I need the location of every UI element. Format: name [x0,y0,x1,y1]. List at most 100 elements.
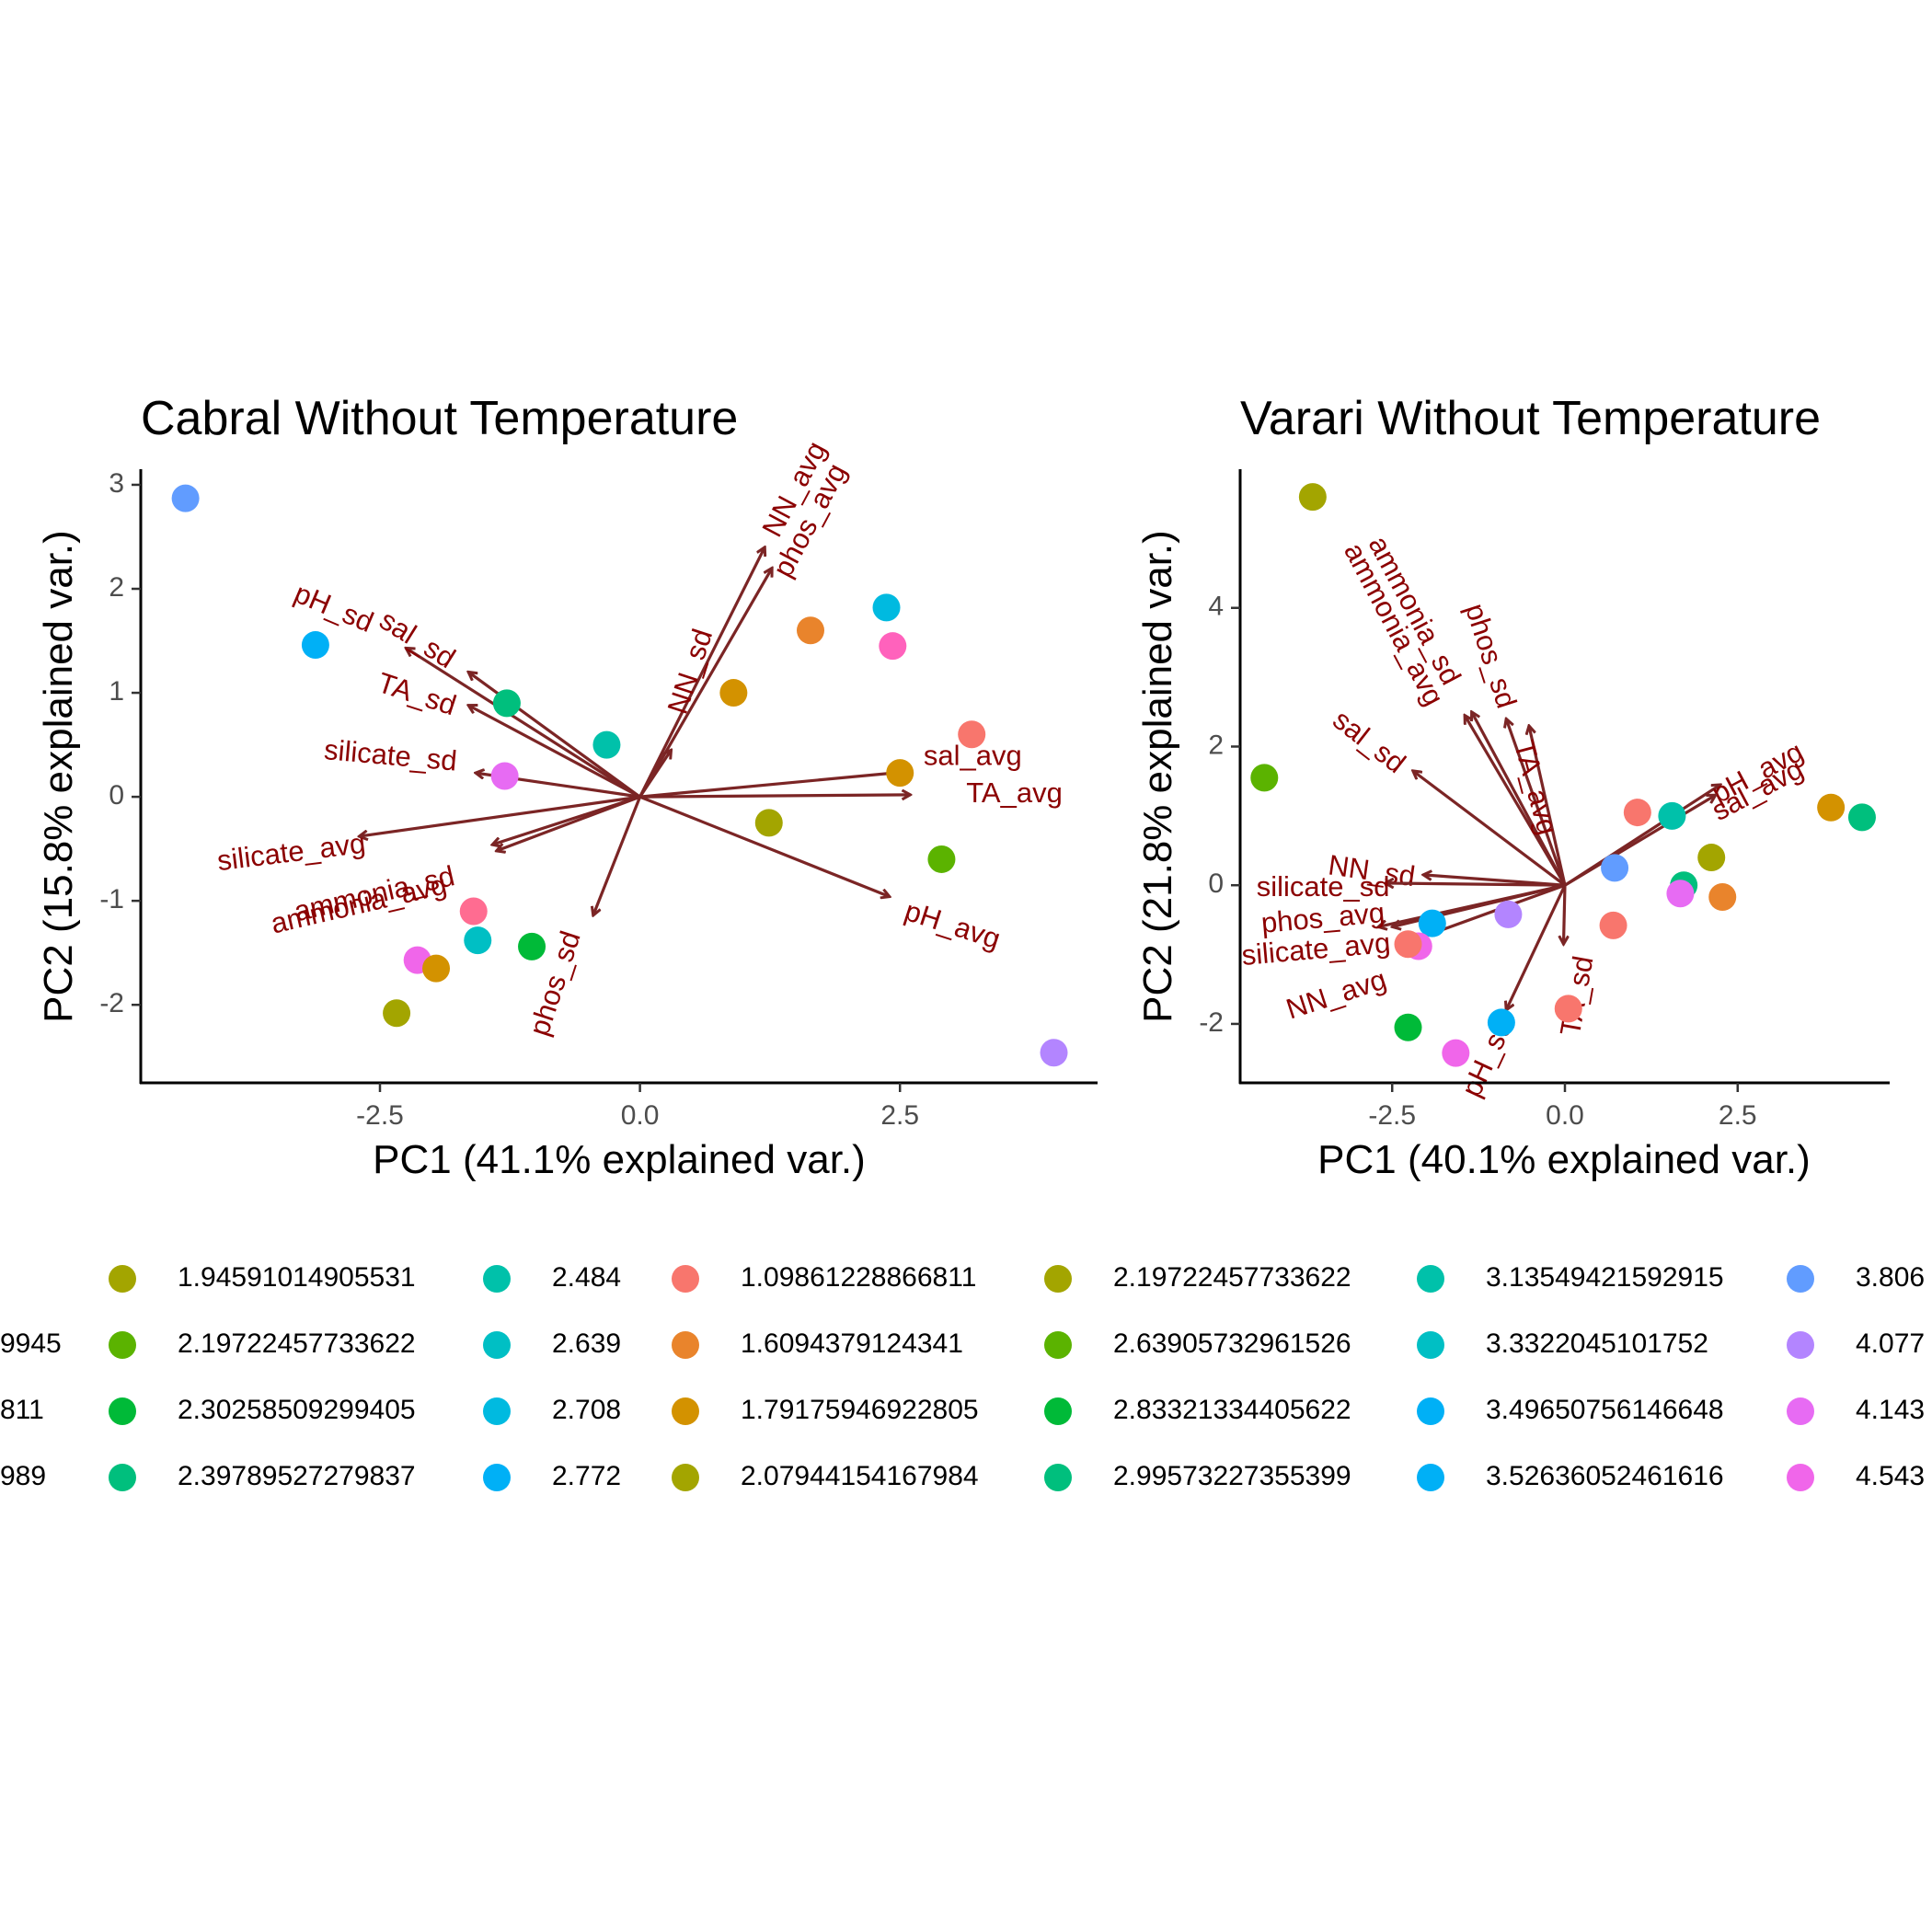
varari-data-point [1623,799,1651,827]
cabral-data-point [879,632,907,661]
varari-loading-label: phos_sd [1459,600,1524,712]
cabral-x-axis-label: PC1 (41.1% explained var.) [373,1137,866,1182]
legend-key [483,1265,511,1293]
cabral-loading-arrow [639,795,890,897]
varari-loading-arrow [1506,884,1567,1010]
legend-key [1044,1397,1072,1425]
cabral-data-point [797,616,824,645]
cabral-loading-arrow [639,795,911,797]
legend-key [1787,1265,1814,1293]
cabral-x-tick-label: -2.5 [356,1100,404,1131]
legend-label: 2.83321334405622 [1113,1395,1351,1425]
varari-x-tick-label: 2.5 [1719,1100,1757,1131]
legend-key [672,1331,699,1359]
legend-label: 2.07944154167984 [741,1461,979,1491]
cabral-data-point [422,954,451,983]
cabral-y-tick-label: 1 [109,676,124,707]
cabral-data-point [592,730,621,759]
varari-data-point [1708,883,1737,912]
legend-label: 2.99573227355399 [1113,1461,1351,1491]
legend-key [1044,1265,1072,1293]
legend-key [483,1397,511,1425]
cabral-data-point [927,845,956,873]
varari-data-point [1658,801,1686,830]
legend-label-clipped: 9945 [0,1328,62,1359]
legend-label: 1.94591014905531 [178,1262,416,1293]
cabral-loading-arrow [638,568,773,798]
cabral-loading-label: silicate_avg [215,827,367,877]
cabral-loading-label: NN_sd [661,625,719,718]
varari-panel: Varari Without Temperature ammonia_sdamm… [1135,392,1890,1182]
cabral-data-point [886,759,914,788]
varari-data-point [1554,995,1582,1023]
varari-data-point [1494,900,1523,928]
varari-data-point [1487,1008,1515,1037]
cabral-data-point [1040,1039,1068,1067]
varari-data-point [1817,793,1846,822]
varari-data-point [1847,803,1876,832]
legend-key [672,1397,699,1425]
legend-key [1044,1331,1072,1359]
legend-label: 3.49650756146648 [1486,1395,1724,1425]
cabral-loading-arrow [639,772,905,799]
legend-label: 3.52636052461616 [1486,1461,1724,1491]
varari-loading-label: TA_avg [1508,737,1564,838]
legend-label-clipped: 811 [0,1395,44,1425]
legend-label: 2.63905732961526 [1113,1328,1351,1359]
varari-loading-label: NN_avg [1282,963,1390,1026]
cabral-loading-label: pH_avg [901,894,1004,955]
varari-data-point [1697,844,1726,872]
varari-loading-arrow [1506,719,1567,886]
varari-x-axis-label: PC1 (40.1% explained var.) [1317,1137,1811,1182]
varari-loading-arrow [1413,771,1566,887]
legend-label: 3.806 [1856,1262,1925,1293]
varari-data-point [1298,483,1327,512]
cabral-data-point [958,720,986,749]
varari-points [1250,483,1876,1067]
varari-loading-label: silicate_sd [1257,870,1390,903]
cabral-loading-arrow [593,796,642,915]
legend-key [1787,1331,1814,1359]
varari-title: Varari Without Temperature [1240,392,1821,445]
varari-loading-arrow [1465,716,1567,887]
cabral-panel: Cabral Without Temperature NN_avgphos_av… [36,392,1098,1182]
legend-key [672,1464,699,1491]
cabral-loading-arrow [638,547,765,798]
varari-loading-arrow [1563,885,1565,944]
legend-key [1417,1331,1444,1359]
legend-label: 2.19722457733622 [178,1328,416,1359]
cabral-points [171,484,1068,1067]
legend-key [1787,1464,1814,1491]
legend-label: 2.708 [552,1395,621,1425]
cabral-data-point [492,689,521,718]
legend-label: 2.639 [552,1328,621,1359]
cabral-data-point [490,762,519,790]
cabral-data-point [754,809,783,837]
varari-data-point [1418,909,1446,937]
cabral-data-point [301,631,329,660]
cabral-x-tick-label: 0.0 [621,1100,660,1131]
varari-loading-arrow [1564,795,1716,887]
legend-label: 2.484 [552,1262,621,1293]
cabral-loading-arrow [359,795,640,836]
varari-data-point [1394,930,1422,959]
varari-loading-arrow [1392,883,1566,926]
legend-label: 2.30258509299405 [178,1395,416,1425]
legend-label-clipped: 989 [0,1461,46,1491]
cabral-loading-arrow [497,795,641,851]
cabral-loading-label: ammonia_avg [268,868,450,940]
cabral-loading-label: TA_avg [966,776,1063,809]
cabral-data-point [383,999,411,1028]
cabral-loading-label: pH_sd [290,577,378,638]
cabral-loading-label: silicate_sd [323,733,458,776]
legend-label: 4.543 [1856,1461,1925,1491]
varari-data-point [1442,1039,1470,1067]
legend-key [672,1265,699,1293]
cabral-axes: -2.5 0.0 2.5 3 2 1 0 -1 -2 [99,468,1098,1131]
varari-y-tick-label: -2 [1199,1007,1224,1038]
cabral-data-point [459,897,488,926]
varari-loading-arrow [1386,883,1566,885]
legend-label: 2.772 [552,1461,621,1491]
cabral-loadings: NN_avgphos_avgNN_sdsal_avgTA_avgpH_avgph… [215,436,1063,1040]
